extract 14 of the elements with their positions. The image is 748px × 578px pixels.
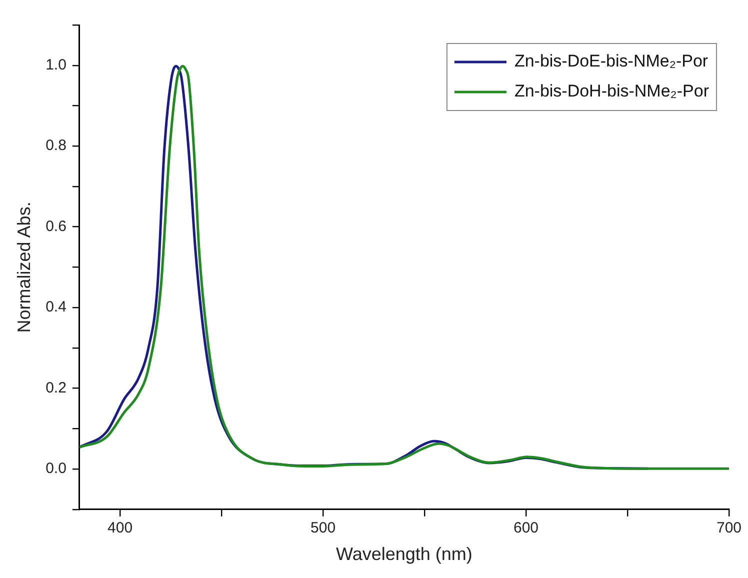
legend-label: Zn-bis-DoE-bis-NMe₂-Por (514, 52, 708, 71)
y-tick-label: 0.8 (46, 137, 66, 154)
y-tick-label: 0.0 (46, 460, 66, 478)
x-tick-label: 400 (108, 520, 133, 537)
y-tick-label: 0.2 (46, 379, 66, 396)
x-axis-title: Wavelength (nm) (336, 544, 472, 564)
legend-label: Zn-bis-DoH-bis-NMe₂-Por (514, 82, 710, 101)
x-tick-label: 500 (310, 520, 336, 537)
x-tick-label: 600 (514, 520, 539, 537)
y-tick-label: 0.6 (46, 218, 66, 235)
y-axis-title: Normalized Abs. (14, 202, 34, 333)
y-tick-label: 1.0 (46, 56, 66, 74)
y-tick-label: 0.4 (46, 298, 66, 316)
x-tick-label: 700 (716, 520, 742, 537)
